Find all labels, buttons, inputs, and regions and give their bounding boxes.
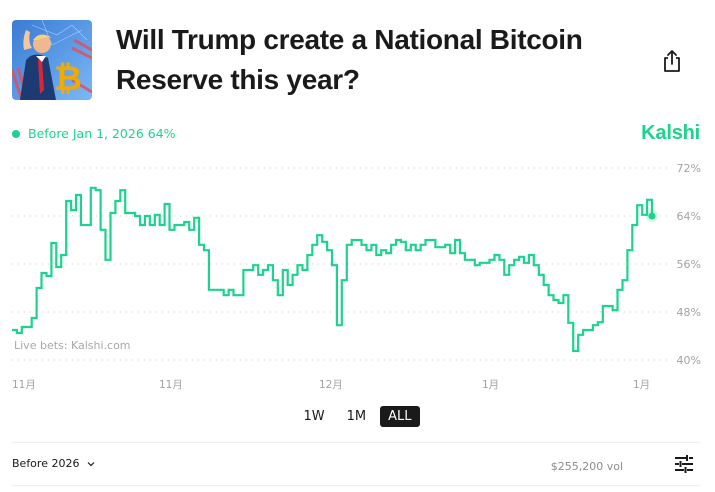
- brand-logo: Kalshi: [641, 122, 700, 144]
- sliders-icon: [675, 455, 693, 473]
- outcome-dropdown[interactable]: Before 2026: [12, 457, 95, 470]
- legend-label: Before Jan 1, 2026 64%: [28, 126, 176, 141]
- series-line: [12, 186, 654, 353]
- divider-top: [12, 442, 700, 443]
- x-tick-label: 12月: [319, 379, 343, 391]
- x-tick-label: 11月: [12, 379, 36, 391]
- range-1w-button[interactable]: 1W: [303, 409, 325, 424]
- y-axis: 72% 64% 56% 48% 40%: [677, 162, 701, 367]
- chart-watermark: Live bets: Kalshi.com: [14, 339, 131, 352]
- volume-text: $255,200 vol: [550, 460, 623, 473]
- trump-bitcoin-image: ₿: [12, 20, 92, 100]
- range-all-button[interactable]: ALL: [380, 406, 420, 427]
- filter-button[interactable]: [674, 455, 694, 473]
- divider-bottom: [12, 485, 700, 486]
- market-thumbnail: ₿: [12, 20, 92, 100]
- legend-dot-icon: [12, 129, 20, 138]
- share-button[interactable]: [660, 48, 684, 74]
- range-1m-button[interactable]: 1M: [346, 409, 367, 424]
- range-selector: 1W 1M ALL: [0, 406, 715, 427]
- chevron-down-icon: [88, 461, 95, 466]
- market-title: Will Trump create a National Bitcoin Res…: [116, 24, 583, 95]
- y-tick-label: 72%: [677, 162, 701, 175]
- x-tick-label: 1月: [482, 379, 499, 391]
- x-tick-label: 1月: [633, 379, 650, 391]
- svg-text:₿: ₿: [54, 59, 82, 99]
- chart-grid: [12, 167, 668, 361]
- y-tick-label: 48%: [677, 306, 701, 319]
- x-tick-label: 11月: [159, 379, 183, 391]
- x-axis: 11月 11月 12月 1月 1月: [12, 379, 650, 391]
- share-icon: [664, 50, 680, 72]
- last-point-marker: [648, 212, 656, 220]
- outcome-label: Before 2026: [12, 457, 80, 470]
- price-chart[interactable]: 72% 64% 56% 48% 40% Live bets: Kalshi.com 11…: [0, 150, 715, 400]
- y-tick-label: 56%: [677, 258, 701, 271]
- chart-legend: Before Jan 1, 2026 64%: [12, 126, 176, 141]
- y-tick-label: 64%: [677, 210, 701, 223]
- y-tick-label: 40%: [677, 354, 701, 367]
